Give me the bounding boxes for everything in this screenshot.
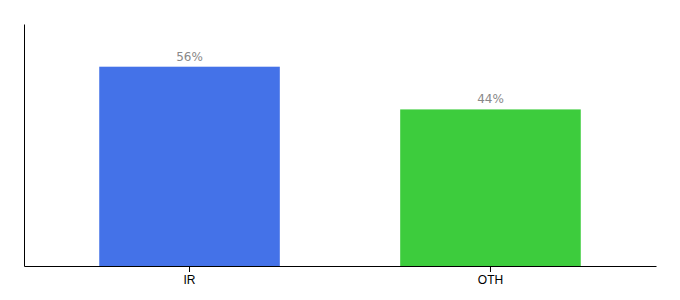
bar (400, 109, 581, 266)
tick: OTH (478, 266, 503, 287)
axis-domain (24, 25, 25, 267)
tick-label: IR (184, 273, 196, 287)
chart-svg: IR OTH 56% 44% (0, 0, 680, 300)
tick-mark (490, 266, 491, 272)
data-label: 44% (477, 92, 504, 106)
tick-mark (189, 266, 190, 272)
x-axis: IR OTH (25, 266, 657, 287)
data-labels: 56% 44% (176, 50, 504, 107)
tick: IR (184, 266, 196, 287)
data-label: 56% (176, 50, 203, 64)
bar (99, 67, 280, 266)
bars (99, 67, 581, 266)
axis-domain (25, 266, 657, 267)
tick-label: OTH (478, 273, 503, 287)
chart-container: IR OTH 56% 44% (0, 0, 680, 300)
plot-area: IR OTH 56% 44% (25, 25, 657, 287)
y-axis (24, 25, 25, 267)
